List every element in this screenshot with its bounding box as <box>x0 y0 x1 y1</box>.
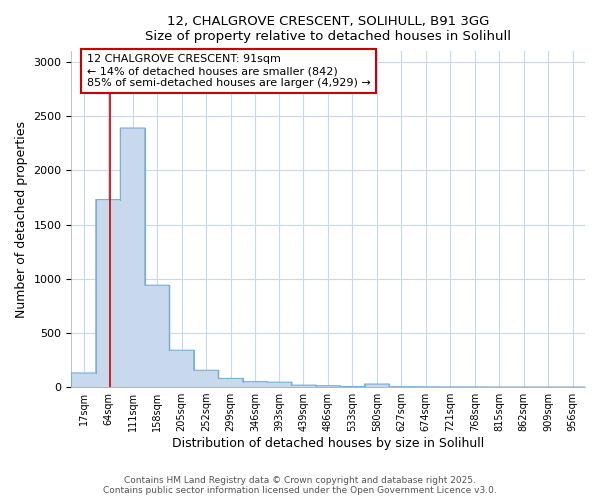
Title: 12, CHALGROVE CRESCENT, SOLIHULL, B91 3GG
Size of property relative to detached : 12, CHALGROVE CRESCENT, SOLIHULL, B91 3G… <box>145 15 511 43</box>
Text: 12 CHALGROVE CRESCENT: 91sqm
← 14% of detached houses are smaller (842)
85% of s: 12 CHALGROVE CRESCENT: 91sqm ← 14% of de… <box>87 54 371 88</box>
Y-axis label: Number of detached properties: Number of detached properties <box>15 120 28 318</box>
Text: Contains HM Land Registry data © Crown copyright and database right 2025.
Contai: Contains HM Land Registry data © Crown c… <box>103 476 497 495</box>
X-axis label: Distribution of detached houses by size in Solihull: Distribution of detached houses by size … <box>172 437 484 450</box>
